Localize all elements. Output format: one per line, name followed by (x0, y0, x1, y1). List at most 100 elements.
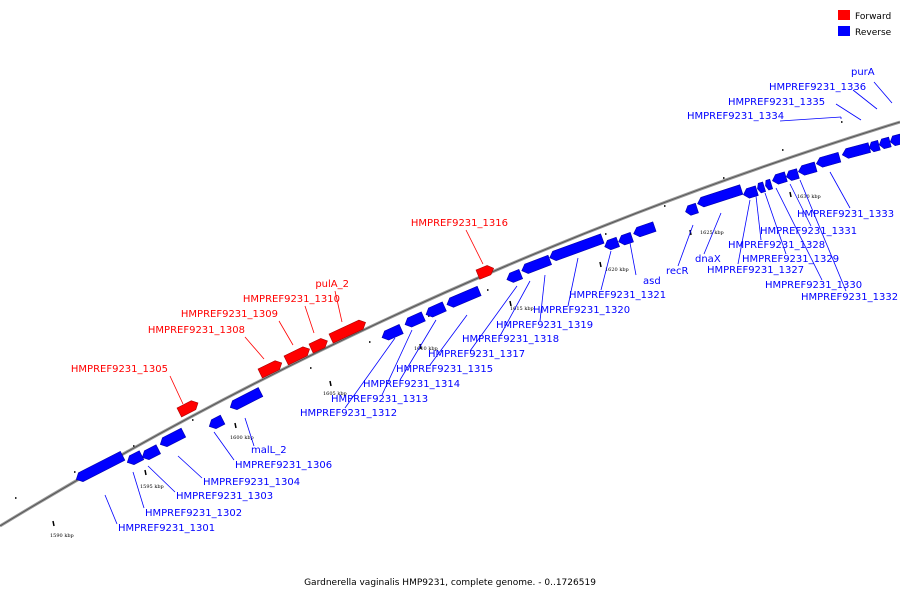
leader-HMPREF9231_1309 (278, 320, 294, 346)
gene-HMPREF9231_1305[interactable] (176, 398, 200, 418)
legend-swatch-reverse (838, 26, 850, 36)
scale-dot (369, 341, 371, 343)
label-HMPREF9231_1317[interactable]: HMPREF9231_1317 (428, 349, 525, 360)
label-HMPREF9231_1308[interactable]: HMPREF9231_1308 (148, 325, 245, 336)
label-HMPREF9231_1313[interactable]: HMPREF9231_1313 (331, 394, 428, 405)
tick-mark (234, 422, 237, 429)
gene-HMPREF9231_1334[interactable] (841, 142, 872, 160)
gene-malL_2[interactable] (228, 387, 264, 412)
gene-labels: HMPREF9231_1301 HMPREF9231_1302 HMPREF9231… (71, 67, 898, 534)
leader-HMPREF9231_1314 (399, 319, 437, 381)
label-HMPREF9231_1328[interactable]: HMPREF9231_1328 (728, 240, 825, 251)
tick-label: 1615 kbp (510, 306, 534, 312)
label-HMPREF9231_1320[interactable]: HMPREF9231_1320 (533, 305, 630, 316)
label-HMPREF9231_1306[interactable]: HMPREF9231_1306 (235, 460, 332, 471)
label-HMPREF9231_1327[interactable]: HMPREF9231_1327 (707, 265, 804, 276)
label-HMPREF9231_1314[interactable]: HMPREF9231_1314 (363, 379, 460, 390)
gene-HMPREF9231_1330[interactable] (771, 171, 788, 186)
label-HMPREF9231_1331[interactable]: HMPREF9231_1331 (760, 226, 857, 237)
gene-HMPREF9231_1328[interactable] (756, 181, 766, 194)
leader-HMPREF9231_1319 (539, 274, 546, 322)
leader-dnaX (703, 212, 722, 255)
legend-label-reverse: Reverse (855, 28, 892, 38)
leader-HMPREF9231_1301 (104, 494, 118, 525)
gene-asd[interactable] (632, 221, 657, 239)
gene-HMPREF9231_1312[interactable] (380, 324, 404, 342)
gene-HMPREF9231_1318[interactable] (520, 254, 552, 275)
label-HMPREF9231_1316[interactable]: HMPREF9231_1316 (411, 218, 508, 229)
gene-HMPREF9231_1336[interactable] (878, 136, 892, 150)
label-asd[interactable]: asd (643, 276, 661, 287)
leader-HMPREF9231_1330 (775, 187, 823, 281)
scale-dot (15, 497, 17, 499)
label-HMPREF9231_1312[interactable]: HMPREF9231_1312 (300, 408, 397, 419)
gene-HMPREF9231_1310[interactable] (308, 336, 330, 354)
label-HMPREF9231_1301[interactable]: HMPREF9231_1301 (118, 523, 215, 534)
label-recR[interactable]: recR (666, 266, 689, 277)
label-pulA_2[interactable]: pulA_2 (315, 279, 349, 290)
label-HMPREF9231_1335[interactable]: HMPREF9231_1335 (728, 97, 825, 108)
gene-HMPREF9231_1316[interactable] (475, 264, 496, 280)
label-HMPREF9231_1318[interactable]: HMPREF9231_1318 (462, 334, 559, 345)
gene-HMPREF9231_1306[interactable] (207, 414, 226, 431)
gene-HMPREF9231_1303[interactable] (140, 444, 161, 462)
gene-HMPREF9231_1332[interactable] (797, 161, 818, 177)
gene-HMPREF9231_1304[interactable] (158, 427, 187, 449)
leader-HMPREF9231_1320 (567, 257, 579, 307)
gene-HMPREF9231_1331[interactable] (785, 168, 800, 182)
gene-HMPREF9231_1329[interactable] (764, 178, 774, 191)
gene-HMPREF9231_1321[interactable] (617, 232, 634, 246)
tick-label: 1630 kbp (797, 194, 821, 200)
label-purA[interactable]: purA (851, 67, 875, 78)
gene-HMPREF9231_1313[interactable] (403, 311, 426, 329)
label-HMPREF9231_1321[interactable]: HMPREF9231_1321 (569, 290, 666, 301)
label-HMPREF9231_1333[interactable]: HMPREF9231_1333 (797, 209, 894, 220)
tick-label: 1625 kbp (700, 230, 724, 236)
label-HMPREF9231_1334[interactable]: HMPREF9231_1334 (687, 111, 784, 122)
scale-dot (605, 233, 607, 235)
label-HMPREF9231_1332[interactable]: HMPREF9231_1332 (801, 292, 898, 303)
label-HMPREF9231_1304[interactable]: HMPREF9231_1304 (203, 477, 300, 488)
label-HMPREF9231_1303[interactable]: HMPREF9231_1303 (176, 491, 273, 502)
gene-HMPREF9231_1302[interactable] (125, 450, 145, 467)
tick-label: 1620 kbp (605, 267, 629, 273)
label-HMPREF9231_1329[interactable]: HMPREF9231_1329 (742, 254, 839, 265)
label-HMPREF9231_1305[interactable]: HMPREF9231_1305 (71, 364, 168, 375)
label-HMPREF9231_1336[interactable]: HMPREF9231_1336 (769, 82, 866, 93)
gene-layer (74, 133, 900, 484)
gene-pulA_2[interactable] (328, 318, 368, 344)
gene-purA[interactable] (889, 133, 900, 147)
label-HMPREF9231_1315[interactable]: HMPREF9231_1315 (396, 364, 493, 375)
label-HMPREF9231_1302[interactable]: HMPREF9231_1302 (145, 508, 242, 519)
leader-HMPREF9231_1303 (147, 465, 176, 493)
gene-HMPREF9231_1315[interactable] (445, 285, 482, 309)
leader-HMPREF9231_1335 (835, 103, 862, 121)
label-HMPREF9231_1319[interactable]: HMPREF9231_1319 (496, 320, 593, 331)
gene-HMPREF9231_1320[interactable] (603, 236, 620, 251)
gene-HMPREF9231_1309[interactable] (283, 345, 312, 366)
gene-HMPREF9231_1319[interactable] (548, 233, 605, 263)
gene-HMPREF9231_1317[interactable] (505, 268, 524, 284)
gene-dnaX[interactable] (696, 184, 744, 209)
leader-HMPREF9231_1336 (852, 89, 878, 110)
gene-HMPREF9231_1308[interactable] (257, 358, 284, 379)
gene-HMPREF9231_1327[interactable] (742, 185, 759, 200)
gene-HMPREF9231_1314[interactable] (424, 301, 447, 319)
gene-HMPREF9231_1301[interactable] (74, 450, 126, 484)
leader-recR (677, 224, 694, 267)
label-HMPREF9231_1309[interactable]: HMPREF9231_1309 (181, 309, 278, 320)
gene-HMPREF9231_1333[interactable] (815, 152, 842, 168)
leader-HMPREF9231_1334-ext (779, 116, 842, 122)
tick-mark (509, 300, 512, 307)
label-HMPREF9231_1310[interactable]: HMPREF9231_1310 (243, 294, 340, 305)
leader-HMPREF9231_1310 (304, 305, 315, 334)
label-malL_2[interactable]: malL_2 (251, 445, 287, 456)
label-dnaX[interactable]: dnaX (695, 254, 721, 265)
tick-mark (789, 191, 792, 198)
scale-dot (310, 367, 312, 369)
gene-HMPREF9231_1335[interactable] (868, 140, 881, 153)
label-HMPREF9231_1330[interactable]: HMPREF9231_1330 (765, 280, 862, 291)
gene-recR[interactable] (684, 202, 699, 216)
tick-mark (52, 520, 55, 527)
